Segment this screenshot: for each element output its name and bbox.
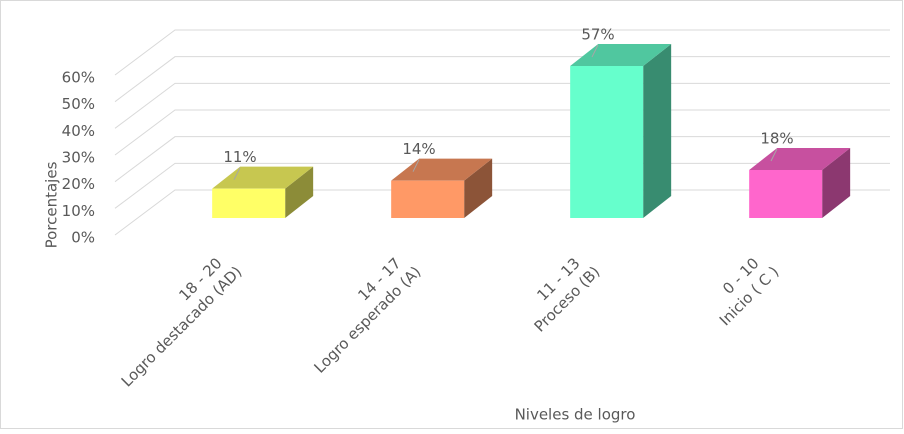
bar (570, 66, 644, 218)
bar (749, 170, 823, 218)
y-tick-label: 0% (71, 229, 95, 247)
label-leader (591, 44, 599, 58)
y-tick-label: 50% (62, 95, 95, 113)
bar (391, 180, 465, 218)
x-axis-title: Niveles de logro (515, 406, 636, 424)
y-tick-label: 30% (62, 149, 95, 167)
bar (212, 188, 286, 218)
bar-side (464, 158, 493, 218)
bar-side (643, 44, 672, 218)
bar-side (285, 166, 314, 218)
label-leader (233, 167, 241, 180)
y-tick-label: 10% (62, 202, 95, 220)
y-tick-label: 40% (62, 122, 95, 140)
y-axis-title: Porcentajes (43, 161, 61, 248)
data-label: 11% (223, 148, 256, 166)
grid-line (114, 29, 890, 76)
data-label: 18% (760, 130, 793, 148)
data-label: 14% (402, 140, 435, 158)
data-label: 57% (581, 26, 614, 44)
y-tick-label: 60% (62, 69, 95, 87)
y-tick-label: 20% (62, 175, 95, 193)
label-leader (770, 148, 778, 162)
label-leader (412, 159, 420, 172)
bar-side (822, 148, 851, 218)
